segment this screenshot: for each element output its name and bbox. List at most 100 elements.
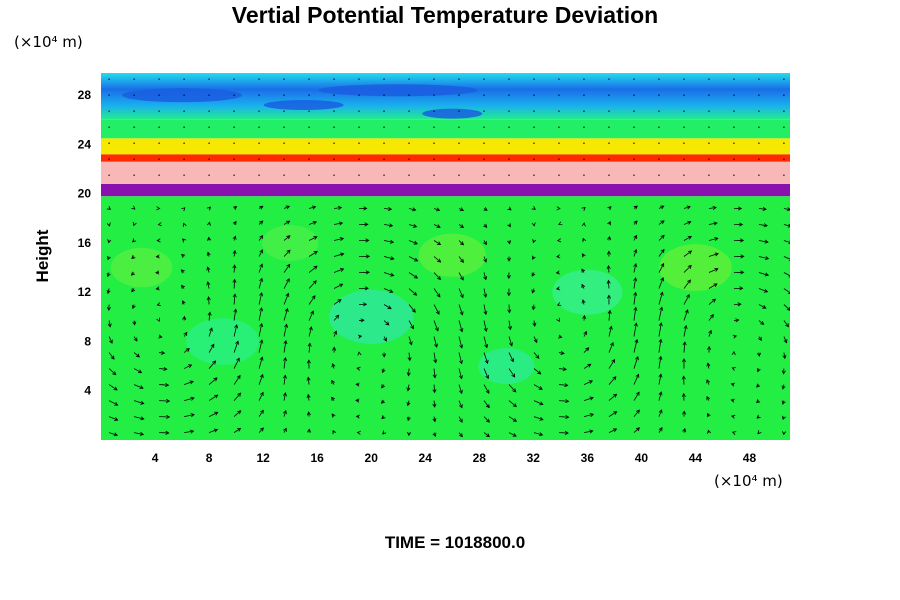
wind-vector-dot [683, 110, 685, 112]
wind-vector [706, 395, 711, 401]
wind-vector-dot [583, 174, 585, 176]
wind-vector [633, 409, 640, 417]
wind-vector [359, 222, 369, 227]
wind-vector [781, 368, 786, 375]
wind-vector-dot [533, 94, 535, 96]
wind-vector [681, 358, 687, 369]
wind-vector-dot [733, 110, 735, 112]
wind-vector [383, 206, 393, 212]
wind-vector [258, 409, 264, 417]
wind-vector [531, 304, 536, 311]
wind-vector-dot [633, 174, 635, 176]
wind-vector [783, 256, 790, 261]
wind-vector [355, 398, 360, 403]
wind-vector-dot [358, 78, 360, 80]
wind-vector [607, 221, 611, 226]
wind-vector [583, 396, 594, 401]
wind-vector-dot [583, 78, 585, 80]
wind-vector-dot [458, 174, 460, 176]
wind-vector-dot [533, 142, 535, 144]
wind-vector [232, 235, 237, 241]
wind-vector [783, 223, 790, 228]
wind-vector [731, 431, 737, 436]
wind-vector [107, 239, 112, 244]
wind-vector-dot [658, 142, 660, 144]
wind-vector-dot [583, 110, 585, 112]
wind-vector [583, 363, 592, 369]
wind-vector-dot [458, 126, 460, 128]
wind-vector-dot [633, 78, 635, 80]
wind-vector-dot [658, 158, 660, 160]
wind-vector [383, 336, 387, 342]
wind-vector [658, 409, 663, 417]
wind-vector [606, 265, 611, 273]
wind-vector [606, 294, 611, 305]
wind-vector-dot [508, 94, 510, 96]
wind-vector [682, 427, 687, 433]
x-tick-label: 16 [310, 451, 324, 465]
wind-vector-dot [383, 174, 385, 176]
wind-vector-dot [683, 94, 685, 96]
wind-vector [183, 331, 188, 337]
x-tick-label: 12 [256, 451, 270, 465]
wind-vector [308, 265, 318, 273]
wind-vector [708, 221, 718, 226]
wind-vector [507, 256, 512, 262]
wind-vector [583, 429, 594, 434]
wind-vector [606, 250, 611, 257]
wind-vector [106, 222, 111, 227]
wind-vector-dot [283, 142, 285, 144]
wind-vector-dot [208, 158, 210, 160]
wind-vector-dot [158, 78, 160, 80]
wind-vector-dot [533, 78, 535, 80]
wind-vector [758, 272, 770, 277]
wind-vector [506, 272, 511, 280]
wind-vector [681, 375, 686, 385]
wind-vector [333, 252, 345, 257]
wind-vector [683, 250, 693, 257]
wind-vector [184, 429, 195, 434]
wind-vector-dot [408, 126, 410, 128]
wind-vector-dot [108, 142, 110, 144]
wind-vector [533, 416, 544, 421]
time-label: TIME = 1018800.0 [384, 533, 526, 552]
wind-vector [132, 238, 137, 243]
wind-vector [432, 416, 437, 423]
wind-vector-dot [383, 142, 385, 144]
wind-vector [283, 220, 291, 225]
wind-vector-dot [758, 126, 760, 128]
wind-vector [533, 368, 542, 375]
wind-vector-dot [233, 110, 235, 112]
wind-vector [558, 334, 563, 339]
wind-vector-dot [608, 158, 610, 160]
wind-vector [782, 352, 787, 360]
wind-vector [156, 206, 161, 211]
wind-vector-dot [783, 158, 785, 160]
wind-vector [133, 368, 143, 374]
wind-vector [533, 336, 538, 344]
wind-vector-dot [158, 158, 160, 160]
wind-vector-dot [183, 126, 185, 128]
wind-vector [406, 384, 411, 392]
wind-vector [756, 399, 761, 404]
wind-vector [208, 327, 213, 337]
wind-vector-dot [433, 94, 435, 96]
wind-vector-dot [683, 174, 685, 176]
wind-vector [683, 205, 691, 210]
wind-vector-dot [483, 126, 485, 128]
wind-vector [232, 206, 238, 210]
wind-vector-dot [408, 174, 410, 176]
wind-vector-dot [458, 78, 460, 80]
wind-vector-dot [608, 126, 610, 128]
wind-vector [108, 336, 113, 344]
wind-vector [757, 430, 762, 435]
wind-vector-dot [408, 94, 410, 96]
wind-vector [159, 414, 171, 419]
wind-vector [531, 272, 536, 277]
wind-vector [381, 415, 386, 420]
wind-vector-dot [108, 174, 110, 176]
wind-vector [131, 255, 136, 260]
wind-vector-dot [108, 110, 110, 112]
